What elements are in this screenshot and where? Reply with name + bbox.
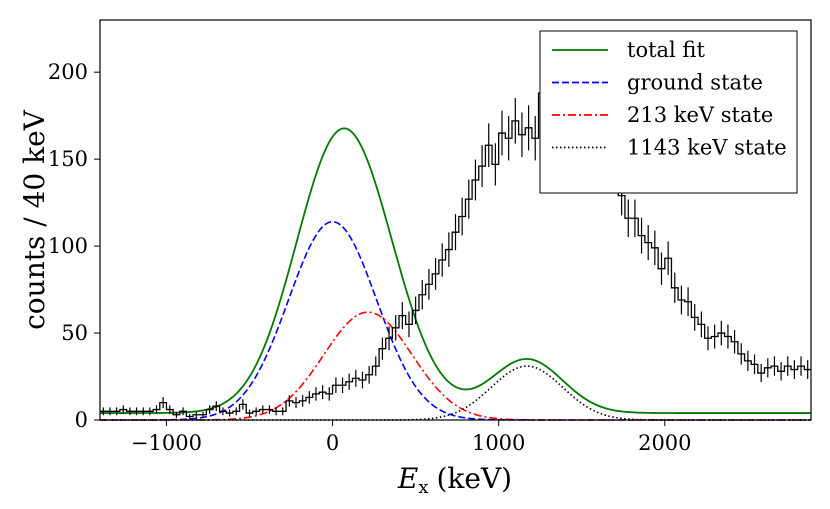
- legend: total fit ground state 213 keV state 1143 k…: [539, 30, 798, 194]
- x-axis-label: Ex (keV): [397, 462, 512, 498]
- y-tick-label: 50: [61, 321, 88, 345]
- legend-box: [539, 30, 798, 194]
- x-tick-label: 0: [326, 431, 339, 455]
- x-axis-label-unit: (keV): [437, 462, 513, 495]
- y-axis: 0 50 100 150 200: [48, 60, 100, 432]
- x-axis-label-sub: x: [418, 477, 428, 498]
- x-tick-label: 1000: [472, 431, 525, 455]
- legend-label: 213 keV state: [627, 103, 773, 127]
- legend-label: total fit: [627, 38, 705, 62]
- y-tick-label: 100: [48, 234, 88, 258]
- plot-frame: [99, 19, 812, 421]
- x-axis: −1000 0 1000 2000: [131, 420, 692, 455]
- legend-label: 1143 keV state: [627, 136, 787, 160]
- y-tick-label: 0: [75, 408, 88, 432]
- legend-label: ground state: [627, 71, 763, 95]
- x-axis-label-main: E: [397, 462, 418, 495]
- y-tick-label: 200: [48, 60, 88, 84]
- x-tick-label: 2000: [638, 431, 691, 455]
- x-tick-label: −1000: [131, 431, 202, 455]
- y-axis-label: counts / 40 keV: [18, 109, 51, 330]
- y-tick-label: 150: [48, 147, 88, 171]
